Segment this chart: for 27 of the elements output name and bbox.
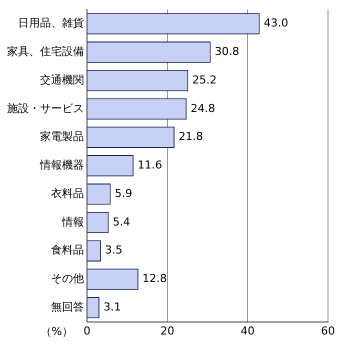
- y-tick-label: 食料品: [51, 244, 84, 257]
- data-label: 11.6: [138, 158, 162, 172]
- y-tick-label: 家電製品: [40, 130, 84, 144]
- x-tick-label: 60: [321, 324, 335, 338]
- y-tick-label: 衣料品: [51, 186, 84, 200]
- data-label: 12.8: [142, 272, 167, 286]
- x-axis-title: （%）: [40, 325, 73, 338]
- y-tick-label: 情報機器: [39, 158, 84, 172]
- y-tick-label: その他: [51, 272, 84, 286]
- data-label: 25.2: [192, 73, 217, 86]
- x-tick-label: 0: [84, 324, 90, 338]
- data-label: 43.0: [264, 16, 288, 30]
- y-tick-label: 施設・サービス: [7, 102, 84, 115]
- data-label: 24.8: [190, 102, 216, 115]
- data-label: 21.8: [178, 130, 204, 144]
- y-tick-label: 無回答: [51, 300, 84, 314]
- y-tick-label: 日用品、雑貨: [18, 16, 84, 30]
- data-label: 3.1: [103, 300, 121, 314]
- data-label: 5.4: [112, 215, 130, 228]
- data-label: 3.5: [105, 244, 123, 257]
- x-tick-label: 40: [240, 324, 255, 338]
- data-label: 30.8: [214, 45, 240, 58]
- y-tick-label: 情報: [61, 215, 84, 228]
- x-tick-label: 20: [160, 324, 174, 338]
- data-label: 5.9: [114, 186, 132, 200]
- y-tick-label: 交通機関: [40, 73, 84, 86]
- y-tick-label: 家具、住宅設備: [7, 45, 84, 58]
